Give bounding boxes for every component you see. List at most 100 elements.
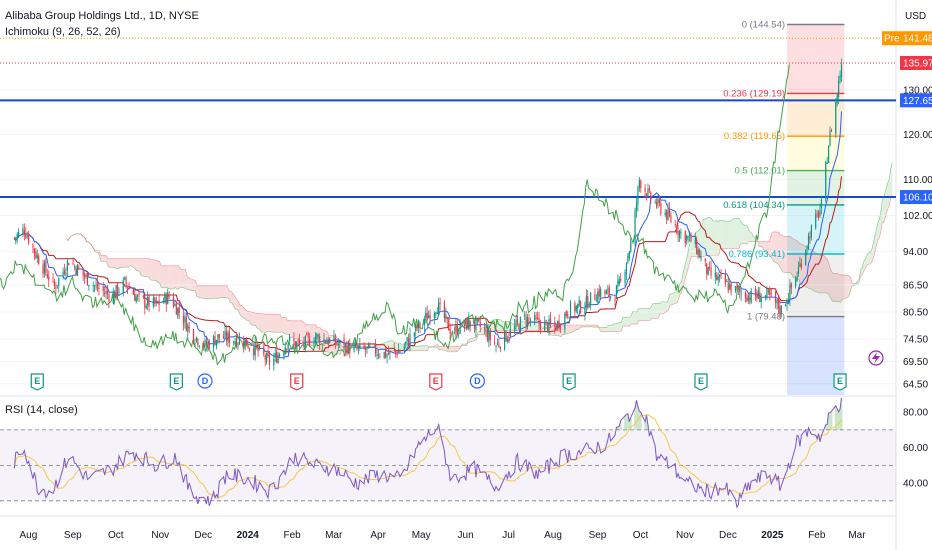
indicator-legend[interactable]: Ichimoku (9, 26, 52, 26) xyxy=(5,26,121,38)
candle-body xyxy=(168,294,170,297)
price-badge[interactable]: 106.10 xyxy=(900,190,932,205)
candle-body xyxy=(697,249,699,255)
candle-body xyxy=(188,326,190,329)
candle-body xyxy=(385,349,387,358)
cloud-segment xyxy=(449,346,451,352)
cloud-segment xyxy=(602,327,607,332)
rsi-legend[interactable]: RSI (14, close) xyxy=(5,404,78,416)
event-marker-E[interactable]: E xyxy=(694,373,708,391)
candle-body xyxy=(496,342,499,345)
base-line xyxy=(13,176,842,353)
event-marker-D[interactable]: D xyxy=(469,373,485,389)
cloud-segment xyxy=(599,327,602,332)
candle-body xyxy=(15,237,17,239)
cloud-segment xyxy=(753,236,758,242)
candle-body xyxy=(485,329,487,332)
candle-body xyxy=(425,313,427,318)
horizontal-lines[interactable] xyxy=(0,37,896,199)
candle-body xyxy=(268,355,271,365)
candle-body xyxy=(114,292,116,298)
dividend-letter: D xyxy=(202,376,209,386)
cloud-segment xyxy=(592,324,597,328)
cloud-segment xyxy=(863,253,868,272)
candle-body xyxy=(577,303,579,309)
candle-body xyxy=(598,289,600,297)
cloud-segment xyxy=(670,293,672,306)
candle-body xyxy=(397,350,400,354)
time-axis[interactable]: Aug Sep Oct Nov Dec 2024 Feb Mar Apr May Jun Jul Aug… xyxy=(19,530,866,541)
fib-level-label: 1 (79.48) xyxy=(747,312,785,323)
candle-body xyxy=(698,250,701,258)
price-axis[interactable]: 130.00 120.00 110.00 102.00 94.00 86.50 80.50 7… xyxy=(882,31,932,490)
cloud-segment xyxy=(161,265,166,288)
cloud-segment xyxy=(867,251,870,265)
candle-body xyxy=(197,339,199,345)
candle-body xyxy=(538,317,540,324)
candle-body xyxy=(313,343,315,345)
price-badge-box xyxy=(900,55,932,70)
cloud-segment xyxy=(833,273,838,302)
cloud-segment xyxy=(703,217,708,257)
candle-body xyxy=(94,285,96,287)
candle-body xyxy=(72,263,74,265)
cloud-segment xyxy=(186,275,189,290)
candle-body xyxy=(337,343,339,346)
event-marker-E[interactable]: E xyxy=(290,373,304,391)
candle-body xyxy=(439,303,441,304)
candle-body xyxy=(334,337,337,345)
event-marker-E[interactable]: E xyxy=(833,373,847,391)
cloud-segment xyxy=(268,314,271,332)
candle-body xyxy=(256,345,258,348)
cloud-segment xyxy=(168,265,170,289)
cloud-segment xyxy=(229,291,232,303)
cloud-segment xyxy=(456,346,458,352)
candle-body xyxy=(283,351,285,357)
candle-body xyxy=(780,305,782,315)
candle-body xyxy=(194,342,196,344)
candle-body xyxy=(638,179,640,188)
price-badge[interactable]: Pre 141.48 xyxy=(882,31,932,46)
price-badge-text: 141.48 xyxy=(903,34,932,45)
candle-body xyxy=(254,342,256,356)
candle-body xyxy=(797,267,800,274)
cloud-segment xyxy=(781,235,784,273)
event-marker-E[interactable]: E xyxy=(169,373,183,391)
cloud-segment xyxy=(396,343,398,351)
cloud-segment xyxy=(843,274,848,300)
price-badge[interactable]: 135.97 xyxy=(900,55,932,70)
candle-body xyxy=(800,263,802,268)
candle-body xyxy=(789,284,791,299)
cloud-segment xyxy=(277,314,279,333)
candle-body xyxy=(85,274,87,277)
lightning-icon[interactable] xyxy=(868,350,884,366)
earnings-icon xyxy=(169,373,183,391)
cloud-segment xyxy=(275,314,278,333)
candle-body xyxy=(458,333,460,335)
event-marker-E[interactable]: E xyxy=(429,373,443,391)
event-marker-E[interactable]: E xyxy=(30,373,44,391)
cloud-segment xyxy=(247,311,249,321)
time-tick-label: Aug xyxy=(544,530,562,541)
fib-level-label: 0.5 (112.01) xyxy=(734,166,785,177)
cloud-segment xyxy=(245,309,248,321)
candle-body xyxy=(403,346,405,351)
cloud-segment xyxy=(608,325,610,332)
candle-body xyxy=(32,244,34,248)
ichimoku-cloud xyxy=(66,162,893,355)
cloud-segment xyxy=(462,344,467,346)
cloud-segment xyxy=(860,267,863,276)
event-marker-D[interactable]: D xyxy=(197,373,213,389)
currency-label[interactable]: USD xyxy=(905,11,927,22)
event-marker-E[interactable]: E xyxy=(562,373,576,391)
candle-body xyxy=(195,337,197,341)
rsi-tick-label: 80.00 xyxy=(903,408,928,419)
candle-body xyxy=(297,340,299,342)
cloud-segment xyxy=(225,285,228,298)
candle-body xyxy=(635,203,638,211)
leading-span-b xyxy=(66,194,893,351)
price-badge[interactable]: 127.65 xyxy=(900,93,932,108)
cloud-segment xyxy=(450,346,453,352)
candle-body xyxy=(353,345,355,352)
